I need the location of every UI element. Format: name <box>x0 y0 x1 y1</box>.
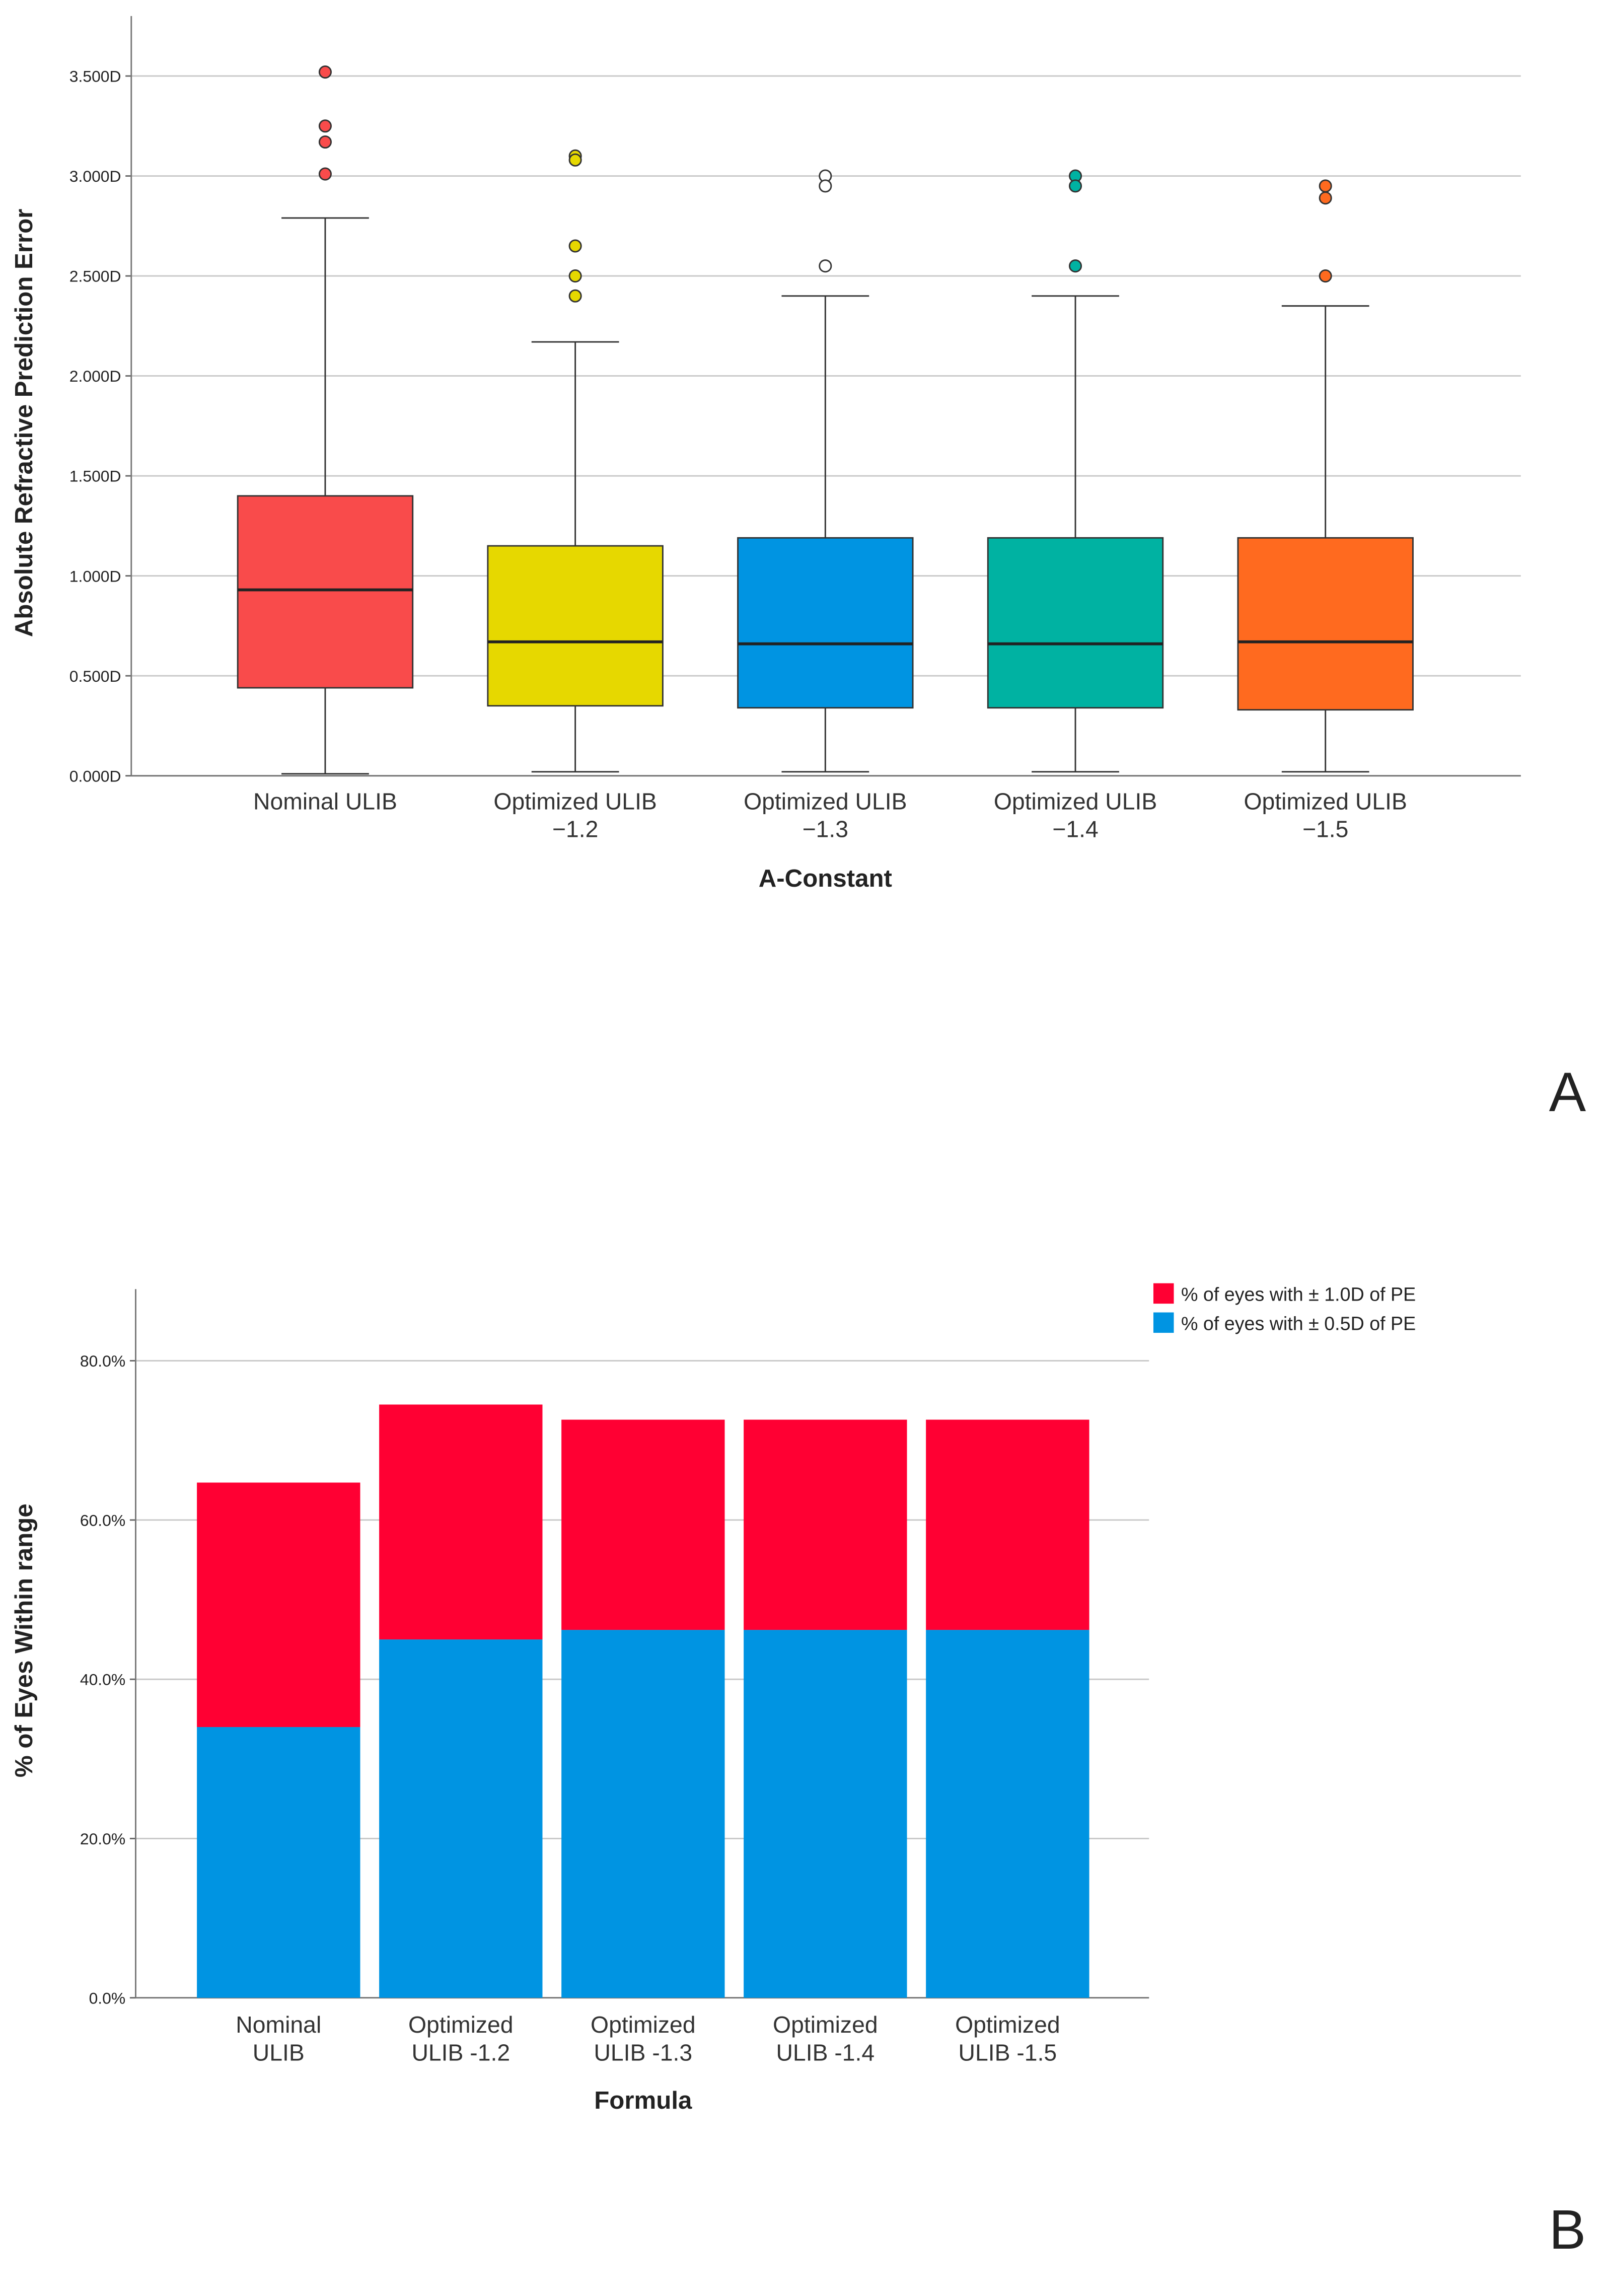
x-tick-label: ULIB -1.4 <box>776 2039 874 2065</box>
y-tick-label: 2.500D <box>69 267 121 285</box>
bar-segment <box>379 1404 543 1640</box>
legend-swatch <box>1153 1283 1174 1304</box>
x-tick-label: −1.3 <box>803 816 848 842</box>
panel-label: B <box>1549 2199 1586 2261</box>
x-tick-label: −1.5 <box>1302 816 1348 842</box>
x-tick-label: Optimized ULIB <box>994 788 1157 814</box>
outlier <box>318 135 332 149</box>
box <box>737 537 914 709</box>
outlier <box>318 65 332 79</box>
y-tick-label: 80.0% <box>80 1352 125 1370</box>
x-tick-label: Optimized <box>591 2012 696 2038</box>
outlier <box>568 239 582 253</box>
x-tick-label: Optimized ULIB <box>744 788 907 814</box>
x-tick-label: Nominal <box>236 2012 321 2038</box>
x-tick-label: ULIB -1.3 <box>594 2039 692 2065</box>
bar-segment <box>561 1419 725 1630</box>
x-tick-label: ULIB -1.5 <box>959 2039 1057 2065</box>
y-tick-label: 1.000D <box>69 567 121 585</box>
outlier <box>1068 179 1082 193</box>
x-axis-title: A-Constant <box>759 865 892 892</box>
outlier <box>819 259 832 273</box>
legend-label: % of eyes with ± 1.0D of PE <box>1181 1283 1416 1305</box>
x-tick-label: Optimized <box>408 2012 514 2038</box>
y-tick-label: 0.000D <box>69 767 121 785</box>
outlier <box>1319 191 1332 205</box>
y-tick-label: 0.500D <box>69 667 121 685</box>
y-tick-label: 3.000D <box>69 167 121 185</box>
bar-segment <box>379 1639 543 1998</box>
bar-segment <box>197 1727 360 1998</box>
x-tick-label: Optimized ULIB <box>1244 788 1407 814</box>
y-axis-title: % of Eyes Within range <box>10 1503 38 1777</box>
outlier <box>1068 259 1082 273</box>
outlier <box>568 269 582 283</box>
bar-segment <box>744 1630 907 1998</box>
outlier <box>318 167 332 181</box>
x-tick-label: ULIB -1.2 <box>411 2039 510 2065</box>
y-tick-label: 3.500D <box>69 67 121 86</box>
outlier <box>1319 269 1332 283</box>
y-axis-title: Absolute Refractive Prediction Error <box>10 209 38 637</box>
box <box>987 537 1164 709</box>
y-tick-label: 1.500D <box>69 467 121 485</box>
y-tick-label: 60.0% <box>80 1511 125 1529</box>
x-tick-label: −1.4 <box>1052 816 1098 842</box>
x-tick-label: −1.2 <box>552 816 598 842</box>
bar-segment <box>197 1482 360 1728</box>
x-tick-label: Nominal ULIB <box>253 788 397 814</box>
box <box>487 545 664 707</box>
outlier <box>318 119 332 133</box>
chart-0: 0.000D 0.500D 1.000D 1.500D 2.000D 2.500D 3.00… <box>10 16 1586 1123</box>
x-tick-label: Optimized <box>773 2012 878 2038</box>
y-tick-label: 40.0% <box>80 1671 125 1689</box>
bar-segment <box>926 1419 1089 1630</box>
box <box>1237 537 1414 711</box>
outlier <box>1319 179 1332 193</box>
bar-segment <box>926 1630 1089 1998</box>
x-axis-title: Formula <box>594 2087 692 2114</box>
y-tick-label: 20.0% <box>80 1830 125 1848</box>
x-tick-label: Optimized <box>955 2012 1060 2038</box>
y-tick-label: 0.0% <box>89 1989 126 2007</box>
bar-segment <box>561 1630 725 1998</box>
outlier <box>568 289 582 303</box>
box <box>237 495 414 689</box>
x-tick-label: Optimized ULIB <box>493 788 657 814</box>
outlier <box>819 179 832 193</box>
bar-segment <box>744 1419 907 1630</box>
y-tick-label: 2.000D <box>69 367 121 385</box>
panel-label: A <box>1549 1061 1586 1123</box>
legend-label: % of eyes with ± 0.5D of PE <box>1181 1313 1416 1334</box>
legend-swatch <box>1153 1312 1174 1333</box>
x-tick-label: ULIB <box>253 2039 305 2065</box>
outlier <box>568 153 582 167</box>
